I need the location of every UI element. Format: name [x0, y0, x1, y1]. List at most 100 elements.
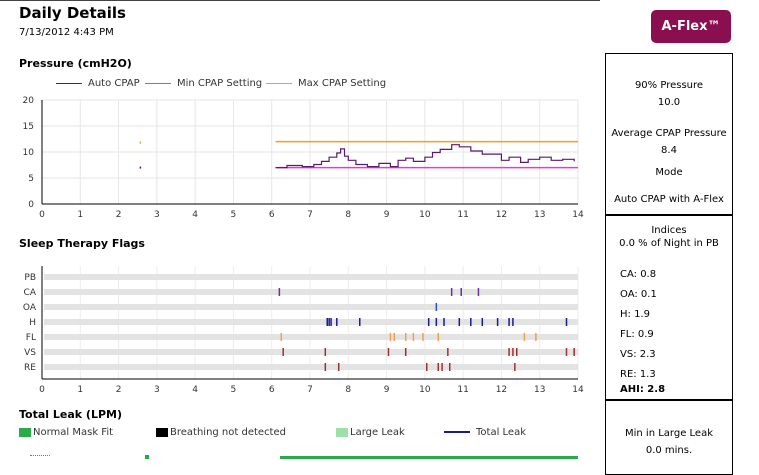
- flag-event-re: [514, 363, 516, 371]
- top-divider: [0, 0, 600, 1]
- flag-band-ca: [44, 289, 578, 295]
- x-tick-label: 12: [496, 385, 507, 395]
- flag-category-label: VS: [24, 348, 36, 358]
- flag-band-h: [44, 319, 578, 325]
- flag-event-ca: [477, 288, 480, 296]
- flag-event-vs: [508, 348, 510, 356]
- flag-event-h: [481, 318, 484, 326]
- mode-label: Mode: [655, 167, 683, 178]
- legend-line-icon: [145, 82, 171, 84]
- flag-event-h: [328, 318, 330, 326]
- x-tick-label: 7: [307, 385, 313, 395]
- flag-event-vs: [565, 348, 568, 356]
- flag-event-h: [326, 318, 328, 326]
- indices-label: Indices: [651, 225, 687, 236]
- flag-event-vs: [387, 348, 390, 356]
- flag-event-vs: [324, 348, 327, 356]
- legend-box-icon: [336, 427, 348, 437]
- large-leak-value: 0.0 mins.: [645, 445, 693, 456]
- summary-panel: 90% Pressure 10.0 Average CPAP Pressure …: [605, 53, 733, 475]
- flag-band-vs: [44, 349, 578, 355]
- x-tick-label: 8: [345, 210, 351, 220]
- index-h: H: 1.9: [620, 309, 650, 320]
- legend-label: Normal Mask Fit: [33, 427, 114, 438]
- auto-cpap-series: [275, 144, 575, 169]
- x-tick-label: 13: [534, 210, 545, 220]
- x-tick-label: 1: [77, 210, 83, 220]
- flag-event-ca: [460, 288, 462, 296]
- pressure-marker: [139, 141, 142, 144]
- legend-label: Auto CPAP: [88, 78, 140, 89]
- flags-section-title: Sleep Therapy Flags: [19, 237, 145, 250]
- x-tick-label: 1: [77, 385, 83, 395]
- x-tick-label: 2: [116, 210, 122, 220]
- flag-event-h: [435, 318, 438, 326]
- y-tick-label: 10: [23, 148, 35, 158]
- avg-pressure-label: Average CPAP Pressure: [611, 128, 727, 139]
- legend-breathing-not-detected: Breathing not detected: [156, 427, 286, 438]
- flag-event-h: [359, 318, 361, 326]
- pressure-section-title: Pressure (cmH2O): [19, 57, 132, 70]
- x-tick-label: 8: [345, 385, 351, 395]
- flag-event-h: [458, 318, 461, 326]
- flag-event-re: [441, 363, 443, 371]
- flag-event-h: [443, 318, 445, 326]
- legend-box-icon: [19, 427, 31, 437]
- legend-line-icon: [266, 82, 292, 84]
- legend-max-cpap: Max CPAP Setting: [266, 78, 386, 89]
- avg-pressure-value: 8.4: [661, 145, 677, 156]
- x-tick-label: 2: [116, 385, 122, 395]
- y-tick-label: 15: [23, 122, 34, 132]
- leak-chart-marker: [145, 455, 149, 459]
- leak-chart-top-edge: [30, 455, 50, 456]
- flag-category-label: OA: [23, 303, 37, 313]
- leak-section-title: Total Leak (LPM): [19, 408, 122, 421]
- x-tick-label: 7: [307, 210, 313, 220]
- flag-event-fl: [535, 333, 537, 341]
- large-leak-label: Min in Large Leak: [625, 428, 713, 439]
- panel-divider: [606, 399, 732, 401]
- x-tick-label: 5: [231, 210, 237, 220]
- flag-event-fl: [393, 333, 395, 341]
- legend-label: Large Leak: [350, 427, 405, 438]
- report-datetime: 7/13/2012 4:43 PM: [19, 27, 114, 38]
- legend-label: Total Leak: [476, 427, 526, 438]
- flag-band-pb: [44, 274, 578, 280]
- flag-category-label: PB: [24, 273, 36, 283]
- flag-band-re: [44, 364, 578, 370]
- flag-event-re: [426, 363, 428, 371]
- flag-event-fl: [523, 333, 526, 341]
- p90-value: 10.0: [657, 97, 681, 108]
- x-tick-label: 9: [384, 210, 390, 220]
- flag-event-ca: [278, 288, 281, 296]
- index-ahi: AHI: 2.8: [620, 384, 666, 395]
- flag-band-fl: [44, 334, 578, 340]
- flag-category-label: H: [29, 318, 36, 328]
- x-tick-label: 11: [457, 210, 468, 220]
- flag-band-oa: [44, 304, 578, 310]
- index-ca: CA: 0.8: [620, 269, 657, 280]
- x-tick-label: 9: [384, 385, 390, 395]
- x-tick-label: 10: [419, 210, 431, 220]
- pressure-marker: [139, 166, 142, 169]
- legend-line-icon: [444, 431, 470, 433]
- flag-event-re: [448, 363, 451, 371]
- flag-category-label: FL: [26, 333, 36, 343]
- flag-event-h: [508, 318, 510, 326]
- x-tick-label: 12: [496, 210, 507, 220]
- flag-category-label: RE: [24, 363, 36, 373]
- legend-normal-mask-fit: Normal Mask Fit: [19, 427, 113, 438]
- flag-event-h: [470, 318, 472, 326]
- x-tick-label: 11: [457, 385, 468, 395]
- flag-category-label: CA: [24, 288, 37, 298]
- flag-event-re: [437, 363, 440, 371]
- flag-event-vs: [515, 348, 518, 356]
- legend-label: Breathing not detected: [170, 427, 286, 438]
- y-tick-label: 20: [23, 96, 35, 106]
- flag-event-h: [512, 318, 514, 326]
- mode-value: Auto CPAP with A-Flex: [614, 194, 724, 205]
- legend-auto-cpap: Auto CPAP: [56, 78, 140, 89]
- flag-event-h: [336, 318, 338, 326]
- flag-event-vs: [512, 348, 514, 356]
